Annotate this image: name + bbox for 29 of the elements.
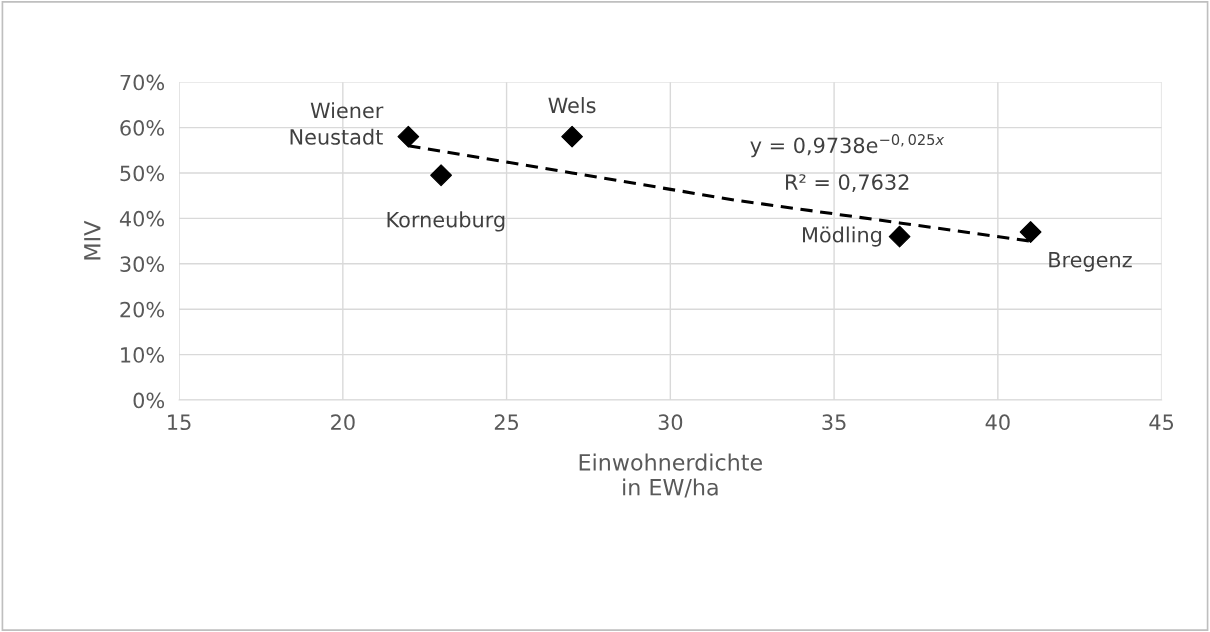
y-axis-title: MIV — [84, 220, 101, 260]
x-tick-label: 20 — [331, 414, 355, 431]
annotation: R² = 0,7632 — [786, 174, 909, 193]
y-tick-label: 50% — [120, 165, 165, 182]
y-tick-label: 10% — [121, 347, 165, 363]
point — [397, 125, 420, 148]
y-tick-label: 30% — [120, 256, 165, 273]
y-tick-label: 70% — [120, 74, 165, 91]
y-tick-label: 20% — [120, 301, 165, 318]
annotation: Mödling — [803, 226, 882, 247]
x-tick-label: 15 — [168, 414, 191, 431]
annotation: Korneuburg — [387, 211, 505, 232]
point — [1019, 221, 1042, 243]
annotation: Wiener Neustadt — [290, 102, 384, 145]
x-tick-label: 25 — [494, 414, 519, 431]
y-tick-label: 40% — [119, 210, 165, 227]
x-tick-label: 30 — [658, 414, 683, 431]
point — [430, 164, 452, 187]
point — [561, 125, 583, 148]
x-tick-label: 40 — [985, 414, 1010, 431]
point — [888, 225, 911, 248]
y-tick-label: 0% — [133, 392, 165, 409]
y-tick-label: 60% — [120, 120, 165, 136]
x-tick-label: 35 — [822, 414, 846, 431]
annotation: y = 0,9738e$^{−0,025x}$ — [750, 134, 945, 158]
x-tick-label: 45 — [1149, 414, 1174, 431]
annotation: Wels — [548, 97, 596, 114]
annotation: Bregenz — [1049, 252, 1132, 272]
x-axis-title: Einwohnerdichte in EW/ha — [579, 453, 762, 498]
